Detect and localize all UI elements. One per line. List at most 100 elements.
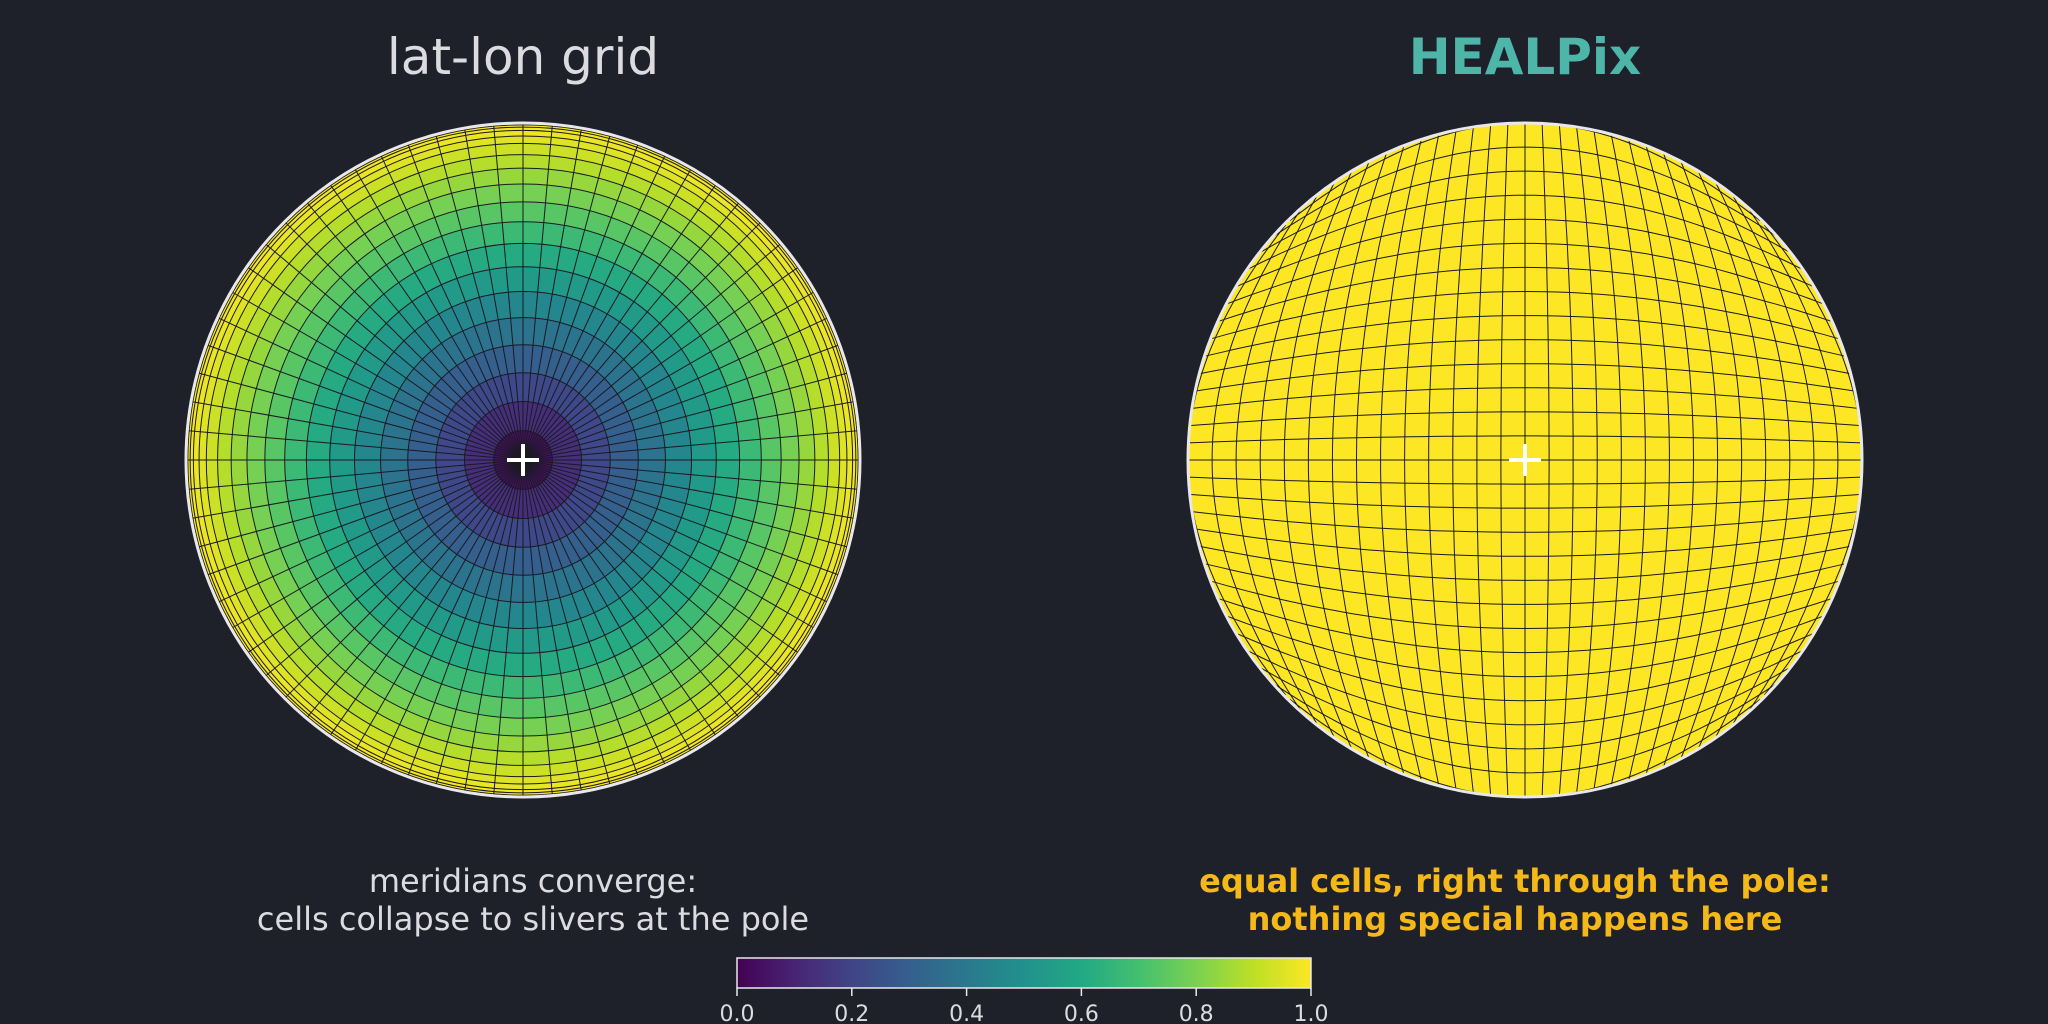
meridian-line	[522, 242, 782, 461]
healpix-cell-edge	[1525, 510, 1861, 533]
meridian-line	[522, 459, 816, 629]
healpix-cell-edge	[1746, 459, 1839, 714]
latlon-globe-outline	[184, 121, 862, 799]
meridian-line	[522, 459, 553, 796]
meridian-line	[522, 430, 859, 461]
meridian-line	[329, 183, 524, 461]
meridian-line	[522, 201, 741, 461]
healpix-cell-edge	[1235, 459, 1321, 730]
meridian-line	[522, 459, 741, 719]
healpix-cell-edge	[1729, 190, 1815, 461]
healpix-cell-edge	[1404, 130, 1440, 461]
healpix-cell-edge	[1644, 140, 1694, 461]
meridian-line	[522, 459, 859, 490]
healpix-globe	[1186, 121, 1864, 799]
latlon-title: lat-lon grid	[386, 28, 660, 86]
meridian-line	[522, 372, 849, 461]
meridian-line	[522, 459, 849, 548]
meridian-line	[206, 344, 524, 461]
meridian-line	[197, 459, 524, 548]
healpix-cell-edge	[1331, 147, 1389, 461]
latlon-caption: meridians converge: cells collapse to sl…	[133, 862, 933, 938]
healpix-cell-edge	[1356, 140, 1406, 461]
latlon-caption-line-2: cells collapse to slivers at the pole	[256, 900, 810, 938]
healpix-cell-edge	[1558, 460, 1574, 797]
healpix-cell-edge	[1524, 596, 1838, 654]
meridian-line	[522, 459, 692, 753]
meridian-line	[264, 459, 524, 678]
healpix-cell-edge	[1199, 315, 1525, 358]
healpix-cell-edge	[1188, 493, 1525, 509]
healpix-cell-edge	[1428, 126, 1458, 460]
healpix-cell-edge	[1212, 596, 1526, 654]
meridian-line	[329, 459, 524, 737]
healpix-gridlines	[1188, 123, 1862, 797]
meridian-line	[522, 459, 666, 766]
meridian-line	[463, 459, 524, 792]
meridian-line	[284, 459, 524, 699]
healpix-cell-edge	[1525, 363, 1859, 393]
meridian-line	[284, 221, 524, 461]
meridian-line	[522, 459, 800, 654]
meridian-line	[407, 143, 524, 461]
healpix-cell-edge	[1525, 527, 1859, 557]
healpix-cell-edge	[1191, 527, 1525, 557]
healpix-cell-edge	[1575, 460, 1598, 796]
colorbar-tick-label: 0.6	[1064, 1002, 1099, 1024]
healpix-cell-edge	[1610, 459, 1646, 790]
healpix-cell-edge	[1476, 123, 1492, 460]
meridian-line	[522, 400, 855, 461]
meridian-line	[522, 459, 840, 576]
healpix-cell-edge	[1189, 387, 1525, 410]
meridian-line	[522, 167, 692, 461]
healpix-cell-edge	[1189, 510, 1525, 533]
healpix-cell-edge	[1729, 459, 1815, 730]
meridian-line	[522, 134, 611, 461]
healpix-cell-edge	[1428, 460, 1458, 794]
healpix-cell-edge	[1712, 459, 1791, 743]
meridian-line	[305, 459, 524, 719]
healpix-cell-edge	[1199, 562, 1525, 605]
meridian-line	[354, 459, 524, 753]
healpix-cell-edge	[1211, 206, 1304, 461]
healpix-cell-edge	[1212, 266, 1526, 324]
healpix-cell-edge	[1712, 177, 1791, 461]
healpix-cell-edge	[1524, 664, 1795, 750]
meridian-line	[522, 344, 840, 461]
healpix-cell-edge	[1235, 190, 1321, 461]
healpix-cell-edge	[1524, 291, 1845, 341]
healpix-cell-edge	[1271, 681, 1526, 774]
healpix-cell-edge	[1661, 459, 1719, 773]
meridian-line	[522, 154, 666, 461]
healpix-cell-edge	[1524, 681, 1779, 774]
healpix-title: HEALPix	[1408, 28, 1642, 86]
meridian-line	[191, 400, 524, 461]
healpix-cell-edge	[1575, 124, 1598, 460]
healpix-caption-line-2: nothing special happens here	[1247, 900, 1783, 938]
meridian-line	[380, 459, 524, 766]
meridian-line	[522, 128, 583, 461]
colorbar-tick-label: 0.8	[1179, 1002, 1214, 1024]
meridian-line	[230, 291, 524, 461]
meridian-line	[354, 167, 524, 461]
meridian-line	[217, 459, 524, 603]
meridian-line	[246, 459, 524, 654]
colorbar-gradient	[736, 957, 1312, 989]
meridian-line	[407, 459, 524, 777]
healpix-cell-edge	[1476, 460, 1492, 797]
meridian-line	[522, 459, 829, 603]
healpix-cell-edge	[1331, 459, 1389, 773]
meridian-line	[522, 317, 829, 461]
meridian-line	[493, 459, 524, 796]
latlon-caption-line-1: meridians converge:	[368, 862, 698, 900]
meridian-line	[522, 143, 639, 461]
healpix-cell-edge	[1452, 460, 1475, 796]
meridian-line	[522, 459, 639, 777]
healpix-cell-edge	[1205, 579, 1526, 629]
meridian-line	[246, 266, 524, 461]
healpix-cell-edge	[1525, 411, 1862, 427]
meridian-line	[191, 459, 524, 520]
healpix-cell-edge	[1524, 579, 1845, 629]
colorbar-tick-label: 1.0	[1294, 1002, 1329, 1024]
